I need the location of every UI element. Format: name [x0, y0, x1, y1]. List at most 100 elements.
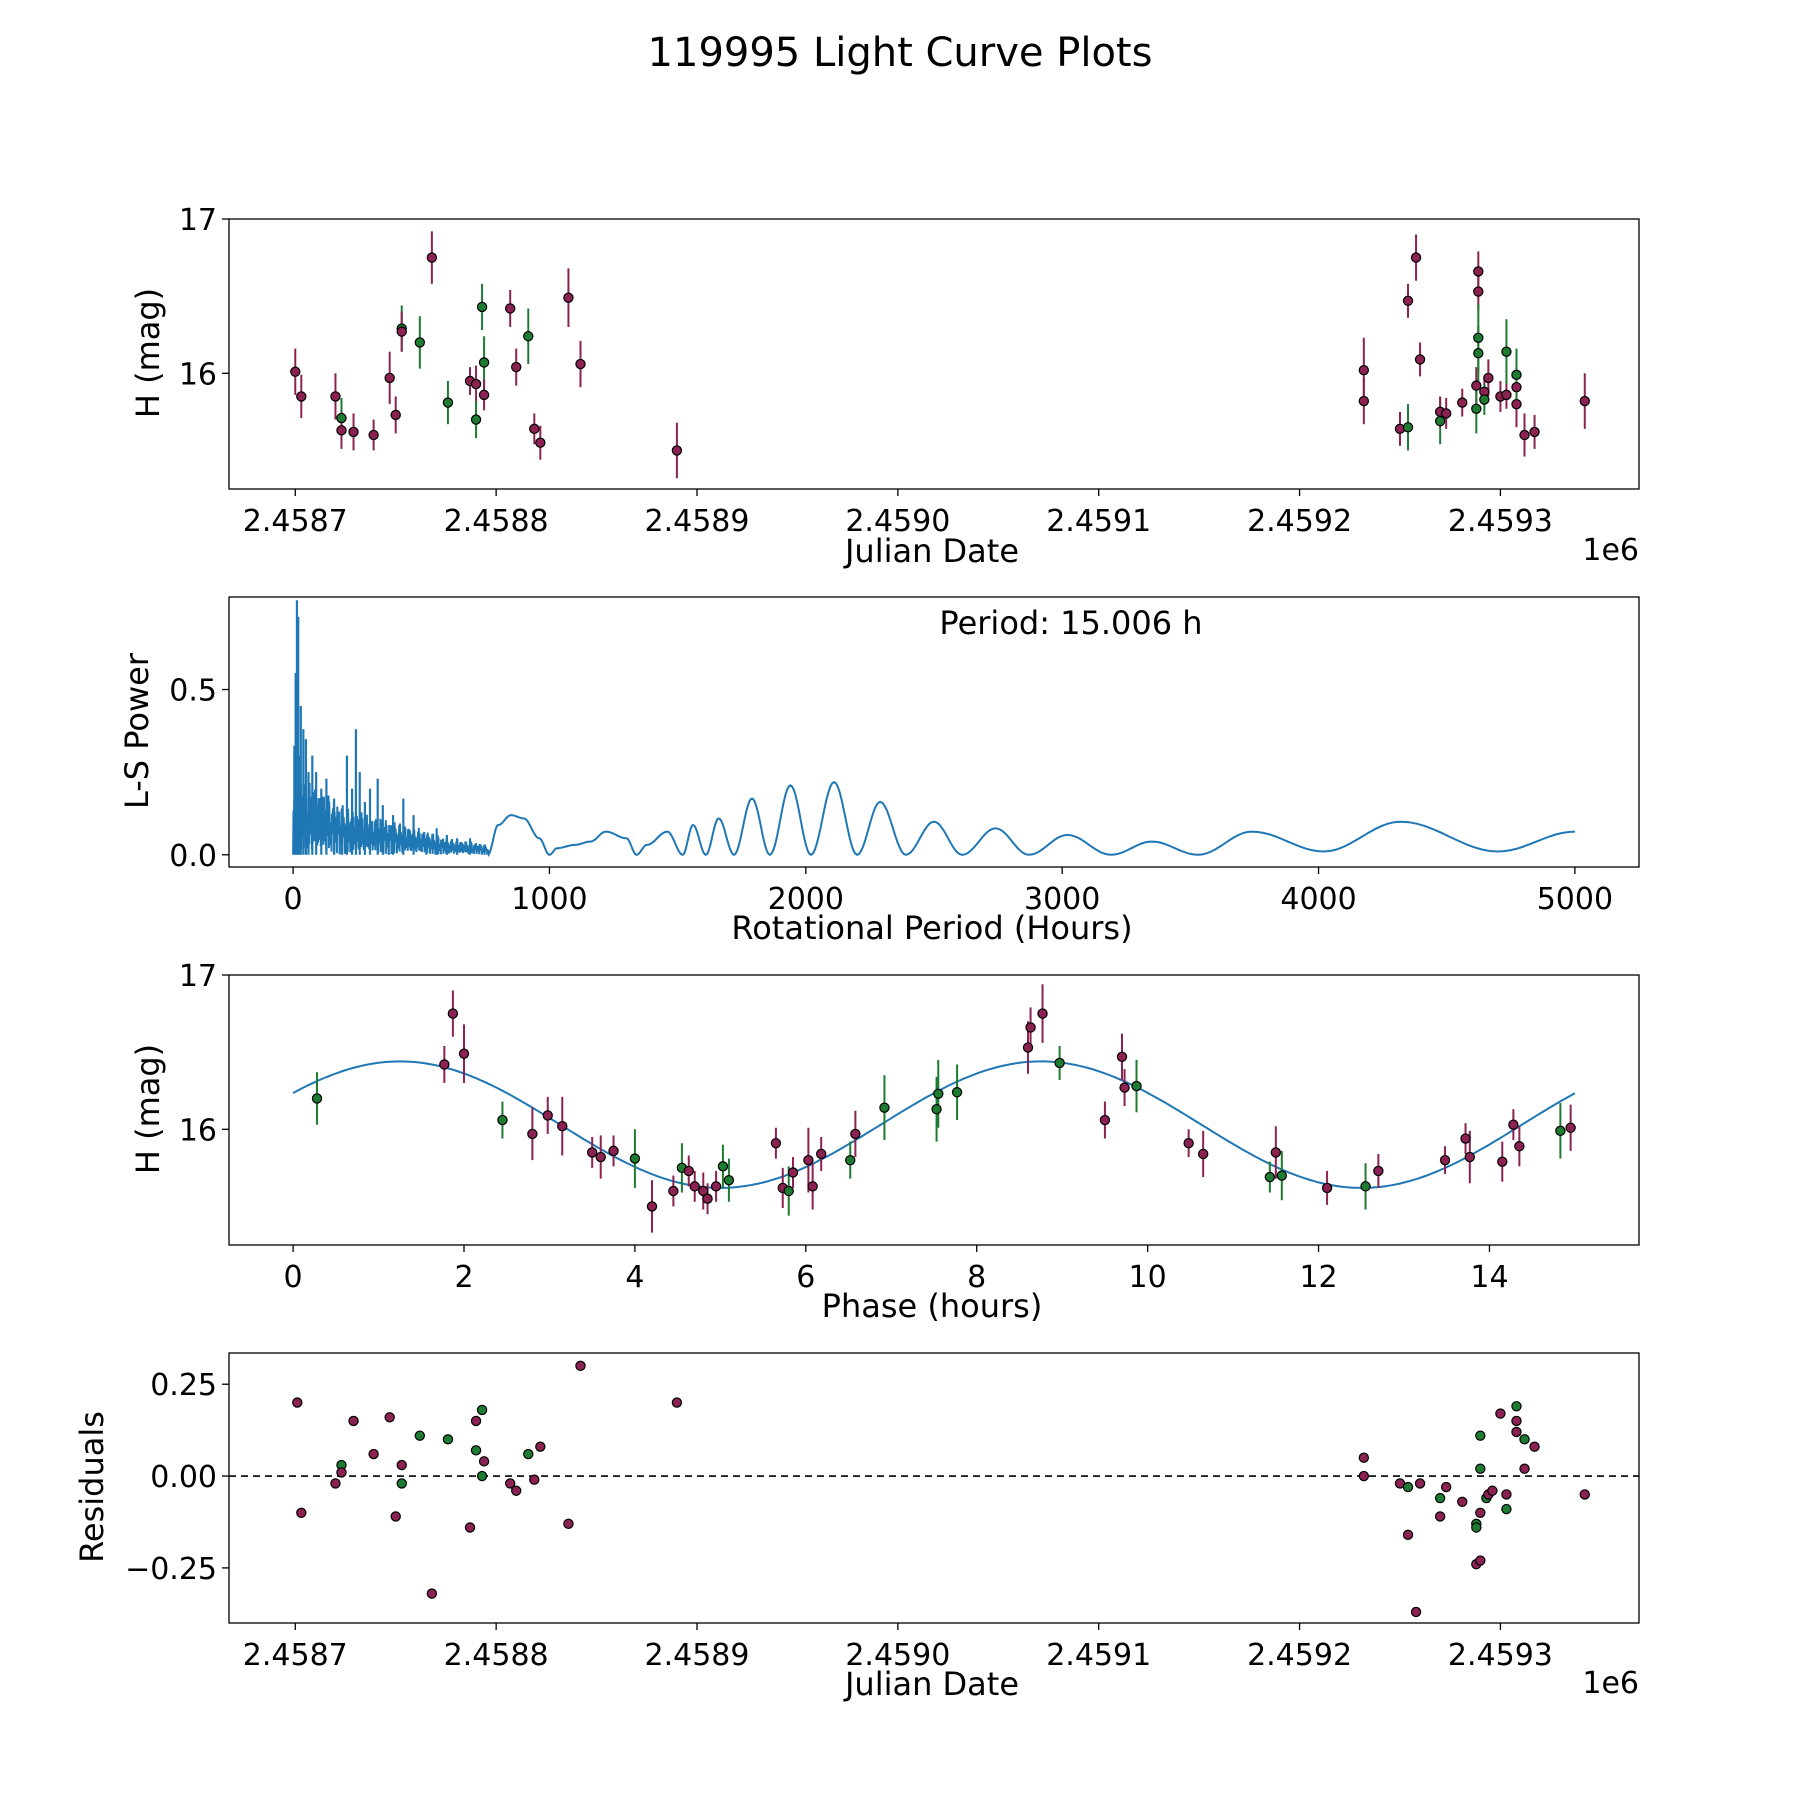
residuals-xlabel: Julian Date — [843, 1665, 1019, 1703]
phase-data-point — [933, 1088, 944, 1100]
phase|2-xtick-label: 4 — [625, 1260, 644, 1295]
light-curve-data-point — [1402, 295, 1414, 306]
light-curve-data-point — [1434, 415, 1446, 427]
phase-data-point — [1373, 1165, 1384, 1177]
residuals|3-xtick-label: 2.4593 — [1448, 1638, 1553, 1673]
phase-data-point — [608, 1145, 619, 1157]
light-curve-data-point — [1511, 381, 1522, 393]
phase-data-point — [807, 1181, 818, 1192]
light-curve-data-point — [1457, 397, 1468, 408]
period-annotation: Period: 15.006 h — [939, 604, 1202, 642]
phase-data-point — [931, 1104, 942, 1115]
residual-point — [671, 1397, 683, 1408]
periodogram|1-xtick-label: 4000 — [1280, 882, 1356, 917]
phase-data-point — [717, 1161, 729, 1172]
periodogram|1-frame — [228, 596, 1640, 868]
phase-data-point — [850, 1128, 861, 1140]
phase-data-point — [447, 1008, 459, 1019]
phase-ylabel: H (mag) — [129, 1044, 167, 1174]
light-curve-data-point — [1479, 394, 1490, 405]
periodogram-marks — [292, 600, 1575, 858]
phase-data-point — [557, 1120, 568, 1132]
residual-point — [390, 1511, 401, 1522]
periodogram-ylabel: L-S Power — [118, 652, 156, 809]
residuals|3-ytick-label: 0.00 — [150, 1460, 217, 1495]
residual-point — [575, 1360, 586, 1372]
phase|2-xtick-label: 8 — [967, 1260, 986, 1295]
phase-data-point — [311, 1093, 323, 1104]
light-curve-offset-label: 1e6 — [1582, 533, 1639, 568]
residuals|3-xtick-label: 2.4590 — [845, 1638, 950, 1673]
phase-data-point — [1508, 1119, 1519, 1130]
residual-point — [414, 1430, 426, 1441]
phase-data-point — [629, 1153, 641, 1164]
phase-data-point — [1183, 1137, 1194, 1149]
phase-data-point — [702, 1193, 713, 1204]
residual-point — [1519, 1434, 1530, 1445]
phase|2-ytick-label: 17 — [179, 959, 217, 994]
light-curve-data-point — [390, 409, 401, 421]
light-curve-data-point — [671, 445, 683, 456]
residual-point — [442, 1434, 454, 1445]
residual-point — [1402, 1481, 1414, 1493]
periodogram-xlabel: Rotational Period (Hours) — [731, 909, 1132, 947]
residual-point — [348, 1415, 359, 1427]
periodogram|1-ytick-label: 0.0 — [169, 839, 217, 874]
residual-point — [1434, 1492, 1446, 1504]
phase-data-point — [1099, 1114, 1111, 1126]
phase-data-point — [646, 1201, 658, 1212]
phase-data-point — [668, 1185, 679, 1197]
residual-point — [1475, 1463, 1486, 1474]
phase-data-point — [1025, 1022, 1036, 1033]
light-curve|0-xtick-label: 2.4593 — [1448, 504, 1553, 539]
periodogram|1-xtick-label: 0 — [284, 882, 303, 917]
phase-data-point — [1360, 1181, 1371, 1192]
light-curve|0-ytick-label: 17 — [179, 203, 217, 238]
residual-point — [1511, 1426, 1522, 1438]
phase-data-point — [1555, 1125, 1566, 1137]
phase-data-point — [1276, 1170, 1288, 1181]
phase-data-point — [595, 1151, 606, 1163]
phase-data-point — [1514, 1141, 1525, 1152]
phase|2-xtick-label: 10 — [1129, 1260, 1167, 1295]
light-curve-panel: Julian Date H (mag) 1e6 2.4587 2.4588 2.45… — [129, 203, 1640, 570]
light-curve-data-point — [1440, 408, 1452, 419]
phase-data-point — [1116, 1051, 1128, 1062]
residual-point — [1495, 1408, 1506, 1419]
residual-point — [368, 1448, 379, 1460]
light-curve-data-point — [470, 414, 482, 425]
light-curve-data-point — [1410, 252, 1422, 263]
light-curve-data-point — [470, 378, 482, 390]
phase|2-xtick-label: 14 — [1470, 1260, 1508, 1295]
residual-point — [1457, 1496, 1468, 1507]
light-curve|0-ytick-label: 16 — [179, 357, 217, 392]
residual-point — [504, 1478, 516, 1489]
residual-point — [529, 1474, 540, 1485]
residual-point — [396, 1459, 407, 1471]
light-curve-data-point — [1473, 348, 1484, 359]
phase-data-point — [586, 1147, 598, 1158]
light-curve-data-point — [1501, 389, 1512, 401]
light-curve-data-point — [1529, 426, 1540, 438]
residual-point — [511, 1485, 522, 1496]
phase-data-point — [698, 1185, 709, 1197]
phase-panel: Phase (hours) H (mag) 0 2 4 6 8 10 12 14 16 17 — [129, 959, 1640, 1325]
residual-point — [1501, 1489, 1512, 1500]
phase-data-point — [458, 1048, 470, 1059]
residual-point — [330, 1478, 341, 1489]
light-curve|0-frame — [228, 218, 1640, 490]
light-curve-data-point — [1519, 429, 1530, 441]
light-curve-data-point — [1471, 380, 1482, 391]
residuals|3-xtick-label: 2.4588 — [444, 1638, 549, 1673]
phase|2-xtick-label: 2 — [454, 1260, 473, 1295]
residual-point — [1402, 1529, 1414, 1541]
residual-point — [1434, 1511, 1446, 1522]
phase-data-point — [542, 1110, 553, 1121]
light-curve-data-point — [478, 389, 490, 401]
residual-point — [1358, 1452, 1370, 1463]
residual-point — [1487, 1485, 1498, 1496]
periodogram|1-xtick-label: 2000 — [768, 882, 844, 917]
periodogram-panel: Rotational Period (Hours) L-S Power Peri… — [118, 596, 1640, 947]
phase-data-point — [879, 1102, 890, 1113]
